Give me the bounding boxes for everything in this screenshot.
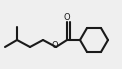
Text: O: O [52,41,58,51]
Text: O: O [64,12,70,22]
